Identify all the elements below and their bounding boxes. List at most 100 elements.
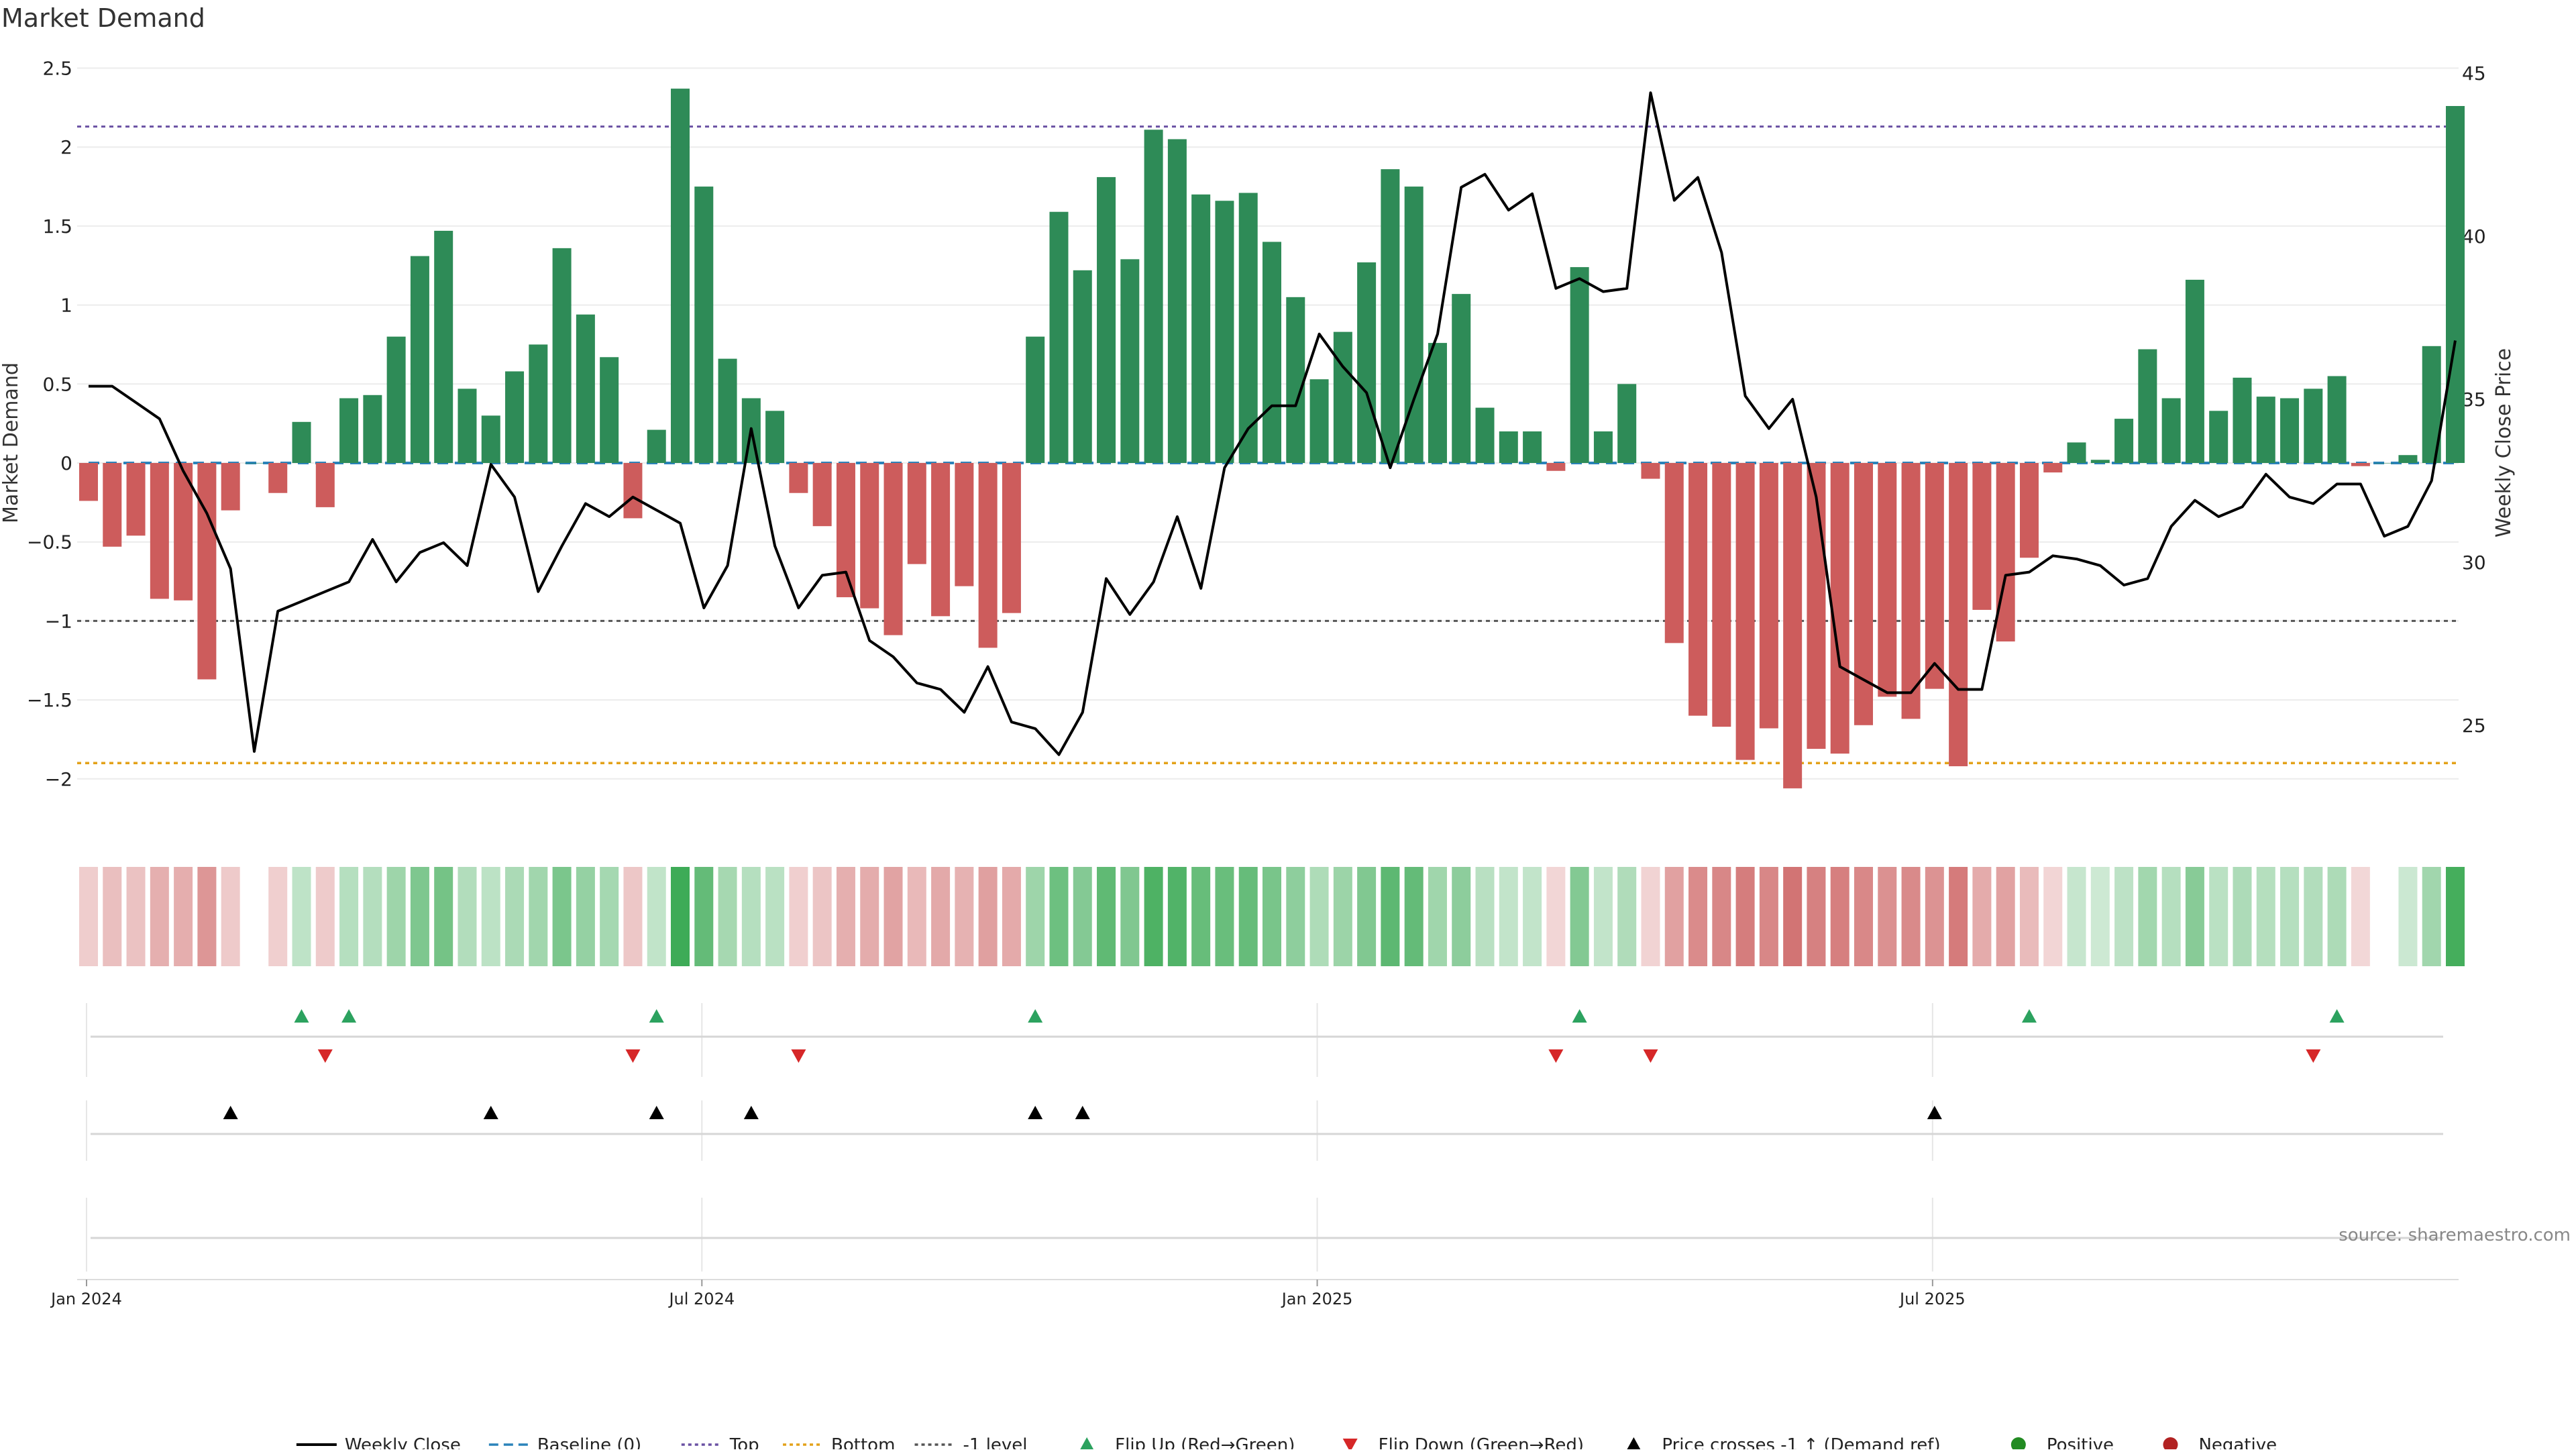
demand-bar xyxy=(1452,294,1471,463)
demand-bar xyxy=(623,463,643,519)
demand-bar xyxy=(2090,460,2110,463)
demand-bar xyxy=(434,230,453,463)
legend-label: -1 level xyxy=(963,1435,1028,1449)
demand-bar xyxy=(2375,463,2394,464)
demand-bar xyxy=(1783,463,1803,788)
y-right-tick-label: 40 xyxy=(2462,225,2486,248)
demand-bar xyxy=(150,463,169,599)
demand-bar xyxy=(79,463,98,501)
heat-cell xyxy=(576,867,595,966)
heat-cell xyxy=(1215,867,1234,966)
price-cross-marker xyxy=(483,1106,498,1119)
price-line-layer xyxy=(89,91,2457,756)
x-tick-label: Jul 2024 xyxy=(667,1290,735,1308)
heat-cell xyxy=(1901,867,1921,966)
demand-bar xyxy=(1949,463,1968,766)
demand-bar xyxy=(505,371,525,463)
demand-bar xyxy=(2043,463,2063,473)
legend-item-minus_one: -1 level xyxy=(914,1435,1028,1452)
demand-bar xyxy=(789,463,808,493)
source-note: source: sharemaestro.com xyxy=(2339,1225,2571,1245)
demand-bar xyxy=(1002,463,1021,613)
heat-cell xyxy=(2327,867,2347,966)
heat-cell xyxy=(458,867,477,966)
heat-cell xyxy=(2233,867,2252,966)
heat-cell xyxy=(955,867,974,966)
demand-bar xyxy=(1807,463,1826,749)
demand-bar xyxy=(292,421,311,463)
heat-cell xyxy=(2138,867,2157,966)
y-left-tick-label: −1.5 xyxy=(27,689,72,711)
demand-bar xyxy=(860,463,879,609)
heat-cell xyxy=(1925,867,1944,966)
demand-bar xyxy=(883,463,903,635)
demand-bar xyxy=(2209,411,2229,463)
heat-cell xyxy=(623,867,643,966)
y-right-tick-label: 35 xyxy=(2462,388,2486,411)
heat-cell xyxy=(268,867,288,966)
legend-label: Top xyxy=(729,1435,759,1449)
y-axis-label-right: Weekly Close Price xyxy=(2492,348,2516,537)
heat-cell xyxy=(1759,867,1778,966)
flip-up-marker xyxy=(2021,1009,2037,1023)
demand-bar xyxy=(1735,463,1755,760)
demand-bar xyxy=(907,463,926,564)
empty-panel xyxy=(86,1198,2443,1272)
demand-bar xyxy=(1263,242,1281,463)
demand-bar xyxy=(1238,193,1258,463)
demand-bar xyxy=(174,463,193,601)
demand-bar xyxy=(2114,419,2134,463)
y-left-tick-label: 2.5 xyxy=(42,58,72,80)
demand-bar xyxy=(1759,463,1778,729)
heat-cell xyxy=(1263,867,1281,966)
flip-down-marker xyxy=(2306,1049,2321,1063)
heat-cell xyxy=(1002,867,1021,966)
flip-up-marker xyxy=(1572,1009,1587,1023)
heat-cell xyxy=(1309,867,1329,966)
legend-swatch xyxy=(2010,1437,2026,1452)
legend-label: Weekly Close xyxy=(345,1435,461,1449)
heat-cell xyxy=(1807,867,1826,966)
heat-cell xyxy=(1830,867,1849,966)
price-cross-marker xyxy=(649,1106,664,1119)
y-left-tick-label: 1.5 xyxy=(42,215,72,238)
demand-bar xyxy=(1120,259,1140,463)
demand-bar xyxy=(410,256,429,463)
flip-markers-panel xyxy=(86,1003,2443,1077)
heat-cell xyxy=(1641,867,1660,966)
heat-cell xyxy=(1428,867,1447,966)
x-tick-label: Jan 2025 xyxy=(1281,1290,1353,1308)
flip-down-marker xyxy=(625,1049,641,1063)
demand-bar xyxy=(339,398,359,463)
demand-bar xyxy=(931,463,951,617)
heat-cell xyxy=(836,867,855,966)
demand-bar xyxy=(1073,270,1092,463)
heat-cell xyxy=(1120,867,1140,966)
legend-label: Price crosses -1 ↑ (Demand ref) xyxy=(1662,1435,1940,1449)
heat-cell xyxy=(2114,867,2134,966)
demand-bar xyxy=(1167,139,1187,463)
legend-item-weekly_close: Weekly Close xyxy=(296,1435,461,1452)
price-cross-panel xyxy=(86,1100,2443,1161)
demand-bar xyxy=(221,463,240,511)
heat-cell xyxy=(600,867,619,966)
demand-bar xyxy=(671,89,690,464)
heat-cell xyxy=(1854,867,1873,966)
heat-cell xyxy=(931,867,951,966)
heat-cell xyxy=(1688,867,1708,966)
demand-bar xyxy=(600,357,619,463)
heat-cell xyxy=(1499,867,1518,966)
flip-down-marker xyxy=(791,1049,806,1063)
heat-cell xyxy=(103,867,122,966)
flip-up-marker xyxy=(1028,1009,1043,1023)
heat-cell xyxy=(2351,867,2370,966)
demand-bar xyxy=(2138,349,2157,463)
demand-bar xyxy=(1381,169,1400,463)
heat-cell xyxy=(1996,867,2015,966)
demand-bar xyxy=(2446,105,2465,464)
legend-swatch xyxy=(1079,1437,1095,1451)
y-left-tick-label: 1 xyxy=(60,295,72,317)
demand-bar xyxy=(1854,463,1873,725)
demand-bar xyxy=(1712,463,1731,727)
heat-cell xyxy=(1452,867,1471,966)
